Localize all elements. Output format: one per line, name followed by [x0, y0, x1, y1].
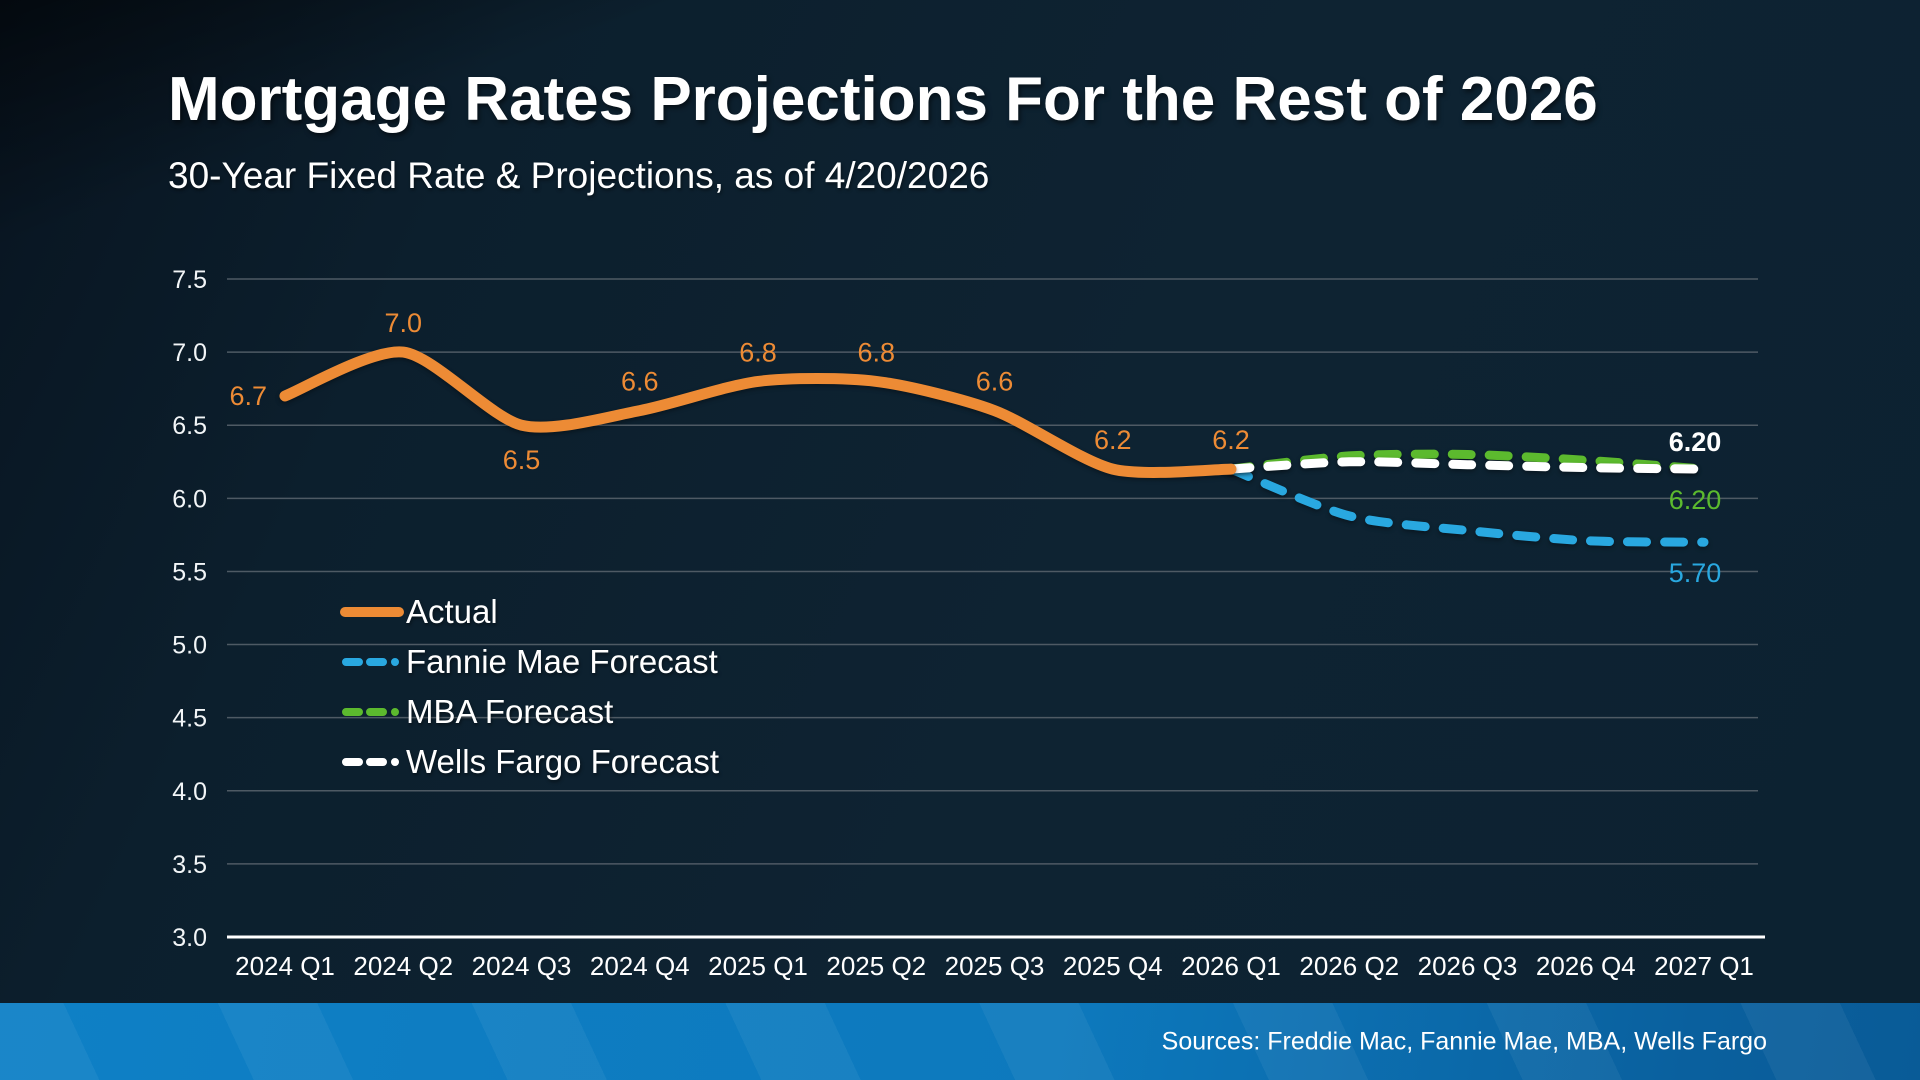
x-axis-label: 2027 Q1: [1654, 951, 1754, 981]
y-axis-label: 7.0: [172, 339, 207, 367]
legend-swatch-fannie-mae-forecast: [342, 658, 400, 666]
sources-text: Sources: Freddie Mac, Fannie Mae, MBA, W…: [1161, 1027, 1767, 1055]
y-axis-label: 4.5: [172, 705, 207, 733]
x-axis-label: 2024 Q2: [353, 951, 453, 981]
legend-label-wells-fargo-forecast: Wells Fargo Forecast: [406, 743, 719, 780]
x-axis-label: 2026 Q4: [1536, 951, 1636, 981]
legend-item-actual: Actual: [340, 587, 719, 637]
end-label: 6.20: [1669, 485, 1722, 515]
data-label: 6.8: [739, 337, 777, 367]
y-axis-label: 3.0: [172, 924, 207, 952]
data-label: 6.7: [229, 381, 267, 411]
series-line-wells-fargo-forecast: [1226, 457, 1709, 474]
x-axis-label: 2026 Q1: [1181, 951, 1281, 981]
legend-item-wells-fargo-forecast: Wells Fargo Forecast: [340, 737, 719, 787]
x-axis-label: 2024 Q4: [590, 951, 690, 981]
legend-label-fannie-mae-forecast: Fannie Mae Forecast: [406, 643, 718, 680]
x-axis-label: 2024 Q3: [472, 951, 572, 981]
data-label: 6.6: [976, 367, 1014, 397]
legend-swatch-actual: [340, 607, 404, 617]
y-axis-label: 7.5: [172, 266, 207, 294]
x-axis-label: 2025 Q4: [1063, 951, 1163, 981]
x-axis-label: 2025 Q1: [708, 951, 808, 981]
y-axis-label: 6.0: [172, 485, 207, 513]
data-label: 7.0: [384, 308, 422, 338]
y-axis-label: 5.0: [172, 632, 207, 660]
legend-label-mba-forecast: MBA Forecast: [406, 693, 614, 730]
legend-swatch-wells-fargo-forecast: [342, 758, 400, 766]
legend-label-actual: Actual: [406, 593, 498, 630]
footer-bar: Sources: Freddie Mac, Fannie Mae, MBA, W…: [0, 1003, 1920, 1080]
legend-swatch-mba-forecast: [342, 708, 400, 716]
data-label: 6.6: [621, 367, 659, 397]
y-axis-label: 5.5: [172, 558, 207, 586]
x-axis-label: 2026 Q2: [1299, 951, 1399, 981]
x-axis-label: 2025 Q3: [945, 951, 1045, 981]
data-label: 6.8: [857, 337, 895, 367]
x-axis-label: 2024 Q1: [235, 951, 335, 981]
chart-legend: Actual Fannie Mae Forecast MBA Forecast Wel…: [340, 587, 719, 787]
y-axis-label: 4.0: [172, 778, 207, 806]
series-line-actual: [279, 346, 1237, 478]
data-label: 6.2: [1212, 425, 1250, 455]
data-label: 6.2: [1094, 425, 1132, 455]
page-title: Mortgage Rates Projections For the Rest …: [168, 65, 1598, 134]
data-label: 6.5: [503, 445, 541, 475]
x-axis-label: 2025 Q2: [826, 951, 926, 981]
y-axis-label: 6.5: [172, 412, 207, 440]
series-line-fannie-mae-forecast: [1226, 464, 1709, 547]
legend-item-mba-forecast: MBA Forecast: [340, 687, 719, 737]
page-subtitle: 30-Year Fixed Rate & Projections, as of …: [168, 155, 990, 196]
legend-item-fannie-mae-forecast: Fannie Mae Forecast: [340, 637, 719, 687]
end-label: 5.70: [1669, 558, 1722, 588]
y-axis-label: 3.5: [172, 851, 207, 879]
x-axis-label: 2026 Q3: [1418, 951, 1518, 981]
end-label: 6.20: [1669, 427, 1722, 457]
